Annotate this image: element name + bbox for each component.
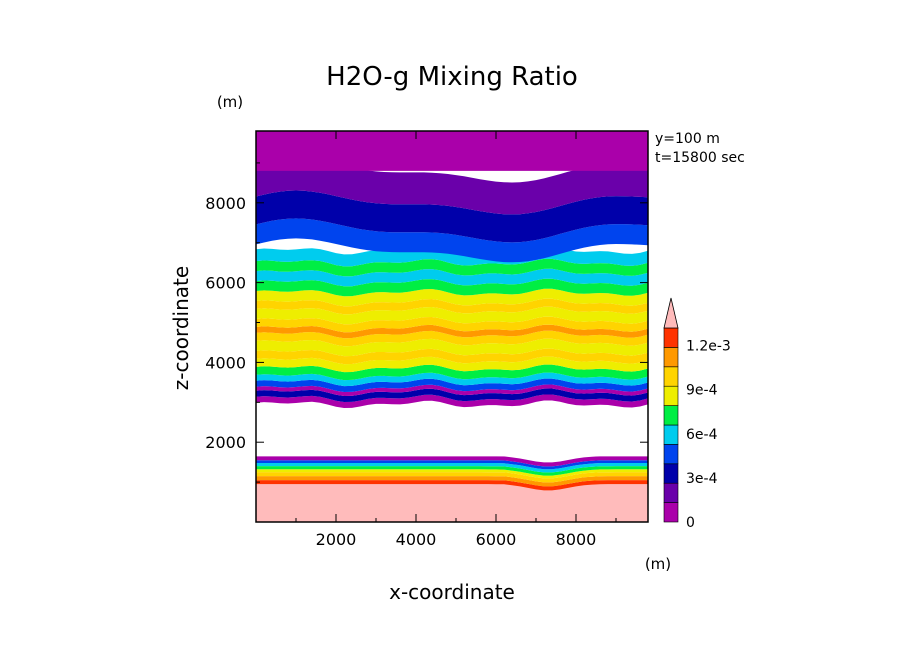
contour-band-0 [256,484,648,522]
colorbar-segment-5 [663,405,679,426]
contour-band-15 [256,364,648,381]
contour-band-22 [256,306,648,325]
contour-band-1 [256,480,648,491]
contour-band-21 [256,316,648,333]
contour-band-29 [256,218,648,263]
colorbar-segment-4 [663,424,679,445]
contour-band-31 [256,158,648,215]
contour-band-20 [256,324,648,339]
y-axis-label: z-coordinate [169,266,193,390]
x-tick-label: 2000 [316,530,357,549]
contour-band-9 [256,404,648,457]
y-tick-label: 6000 [205,274,246,293]
colorbar-tick-label: 9e-4 [686,383,718,399]
y-unit-label: (m) [217,93,243,111]
contour-band-26 [256,268,648,287]
x-tick-label: 6000 [476,530,517,549]
contour-band-23 [256,298,648,315]
contour-band-8 [256,456,648,467]
x-axis-label: x-coordinate [389,580,515,604]
colorbar-tick-label: 0 [686,515,695,531]
colorbar-segment-2 [663,463,679,484]
plot-frame [255,130,649,523]
contour-band-16 [256,356,648,373]
contour-band-17 [256,348,648,365]
contour-band-2 [256,476,648,487]
contour-band-11 [256,388,648,402]
x-tick-label: 4000 [396,530,437,549]
contour-band-5 [256,466,648,476]
axes: 2000 4000 6000 8000 2000 4000 6000 8000 [205,130,649,549]
contour-band-3 [256,472,648,483]
colorbar-segment-7 [663,366,679,387]
colorbar-segment-9 [663,327,679,348]
colorbar-tick-label: 6e-4 [686,427,718,443]
contour-band-19 [256,330,648,347]
colorbar-tick-label: 1.2e-3 [686,339,731,355]
contour-band-6 [256,463,648,473]
y-tick-label: 2000 [205,433,246,452]
contour-band-18 [256,338,648,357]
annotation-time: t=15800 sec [655,150,745,166]
contour-band-13 [256,378,648,392]
y-tick-label: 4000 [205,353,246,372]
y-tick-label: 8000 [205,194,246,213]
colorbar-extension-triangle [663,297,679,329]
contour-band-7 [256,460,648,470]
colorbar: 0 3e-4 6e-4 9e-4 1.2e-3 [663,297,731,531]
contour-band-30 [256,190,648,243]
contour-band-24 [256,288,648,307]
contour-band-25 [256,278,648,297]
contour-band-27 [256,258,648,277]
contour-band-12 [256,384,648,396]
colorbar-segment-6 [663,385,679,406]
chart-title: H2O-g Mixing Ratio [326,62,578,92]
contour-band-32 [256,131,648,171]
annotation-y-slice: y=100 m [655,131,720,147]
x-unit-label: (m) [645,555,671,573]
colorbar-tick-label: 3e-4 [686,471,718,487]
colorbar-segment-8 [663,347,679,368]
colorbar-segment-0 [663,502,679,523]
contour-band-4 [256,469,648,479]
contour-band-14 [256,372,648,387]
contour-plot-area [256,131,648,522]
colorbar-segment-1 [663,482,679,503]
x-tick-label: 8000 [556,530,597,549]
colorbar-segment-3 [663,444,679,465]
contour-band-10 [256,394,648,408]
